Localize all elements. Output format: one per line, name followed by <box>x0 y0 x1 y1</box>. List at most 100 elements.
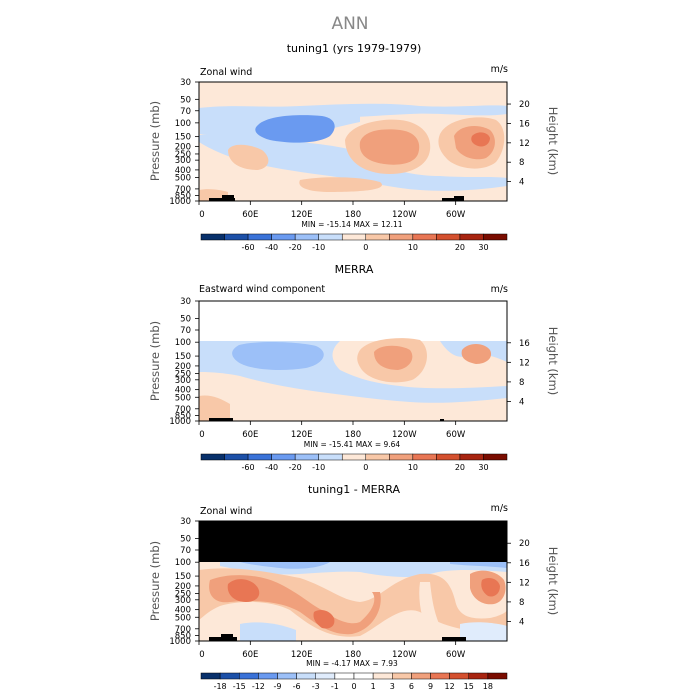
panel-1-pressure-tick-label: 500 <box>175 173 191 183</box>
panel-2-height-tick-label: 4 <box>519 397 524 407</box>
panel-3-colorbar-swatch <box>372 672 393 680</box>
panel-1-colorbar-swatch <box>365 233 390 241</box>
panel-2-lon-tick-label: 60W <box>446 430 466 440</box>
panel-1-pressure-tick-label: 250 <box>175 150 191 160</box>
panel-1-pressure-tick-label: 700 <box>175 185 191 195</box>
panel-1-colorbar-swatch <box>318 233 343 241</box>
panel-1-stats: MIN = -15.14 MAX = 12.11 <box>301 220 402 229</box>
panel-2-colorbar-label: -20 <box>289 463 302 472</box>
panel-1-colorbar-swatch <box>224 233 249 241</box>
panel-2-title: MERRA <box>335 263 374 276</box>
panel-2-colorbar-label: 30 <box>478 463 488 472</box>
panel-1-pressure-tick-label: 1000 <box>169 197 191 207</box>
panel-2-colorbar-swatch <box>483 453 508 461</box>
panel-3-ylabel-left: Pressure (mb) <box>148 541 162 621</box>
panel-2-stats: MIN = -15.41 MAX = 9.64 <box>304 440 401 449</box>
panel-1-lon-tick-label: 120W <box>392 210 417 220</box>
panel-1-pressure-tick-label: 70 <box>180 107 191 117</box>
panel-1-colorbar: -60 -40 -20 -10 0 10 20 30 <box>200 233 508 252</box>
panel-2: MERRA Eastward wind component m/s Pressu… <box>148 263 560 472</box>
panel-3-variable: Zonal wind <box>200 506 252 517</box>
panel-2-colorbar-swatch <box>341 453 367 461</box>
panel-3-units: m/s <box>491 503 508 514</box>
panel-1-colorbar-swatch <box>436 233 461 241</box>
panel-3-pressure-tick-label: 100 <box>175 558 191 568</box>
panel-1-height-tick-label: 16 <box>519 119 530 129</box>
panel-3-colorbar: -18 -15 -12 -9 -6 -3 -1 0 1 3 6 9 12 15 18 <box>200 672 508 691</box>
panel-1-colorbar-swatch <box>459 233 484 241</box>
panel-2-lon-tick-label: 120W <box>392 430 417 440</box>
panel-1-colorbar-swatch <box>341 233 367 241</box>
panel-3-pressure-tick-label: 150 <box>175 572 191 582</box>
panel-1-pressure-tick-label: 300 <box>175 156 191 166</box>
panel-3-colorbar-label: -18 <box>214 682 227 691</box>
panel-3-pressure-tick-label: 70 <box>180 546 191 556</box>
panel-1-pressure-tick-label: 850 <box>175 191 191 201</box>
panel-3-colorbar-label: 6 <box>409 682 414 691</box>
panel-1-pressure-tick-label: 100 <box>175 119 191 129</box>
panel-3-colorbar-label: 12 <box>445 682 455 691</box>
panel-3-lon-tick-label: 60W <box>446 650 466 660</box>
panel-3-height-tick-label: 12 <box>519 578 530 588</box>
panel-3-pressure-tick-label: 200 <box>175 582 191 592</box>
panel-2-height-tick-label: 8 <box>519 378 524 388</box>
panel-2-pressure-tick-label: 50 <box>180 314 191 324</box>
panel-2-colorbar-swatch <box>224 453 249 461</box>
panel-2-pressure-tick-label: 850 <box>175 411 191 421</box>
panel-3-colorbar-swatch <box>239 672 259 680</box>
panel-2-pressure-tick-label: 250 <box>175 370 191 380</box>
panel-1-colorbar-swatch <box>389 233 414 241</box>
panel-1-colorbar-swatch <box>271 233 296 241</box>
panel-2-colorbar-label: -60 <box>242 463 255 472</box>
panel-1-colorbar-swatch <box>294 233 319 241</box>
panel-3-colorbar-swatch <box>334 672 355 680</box>
panel-3-height-tick-label: 4 <box>519 617 524 627</box>
panel-1: tuning1 (yrs 1979-1979) Zonal wind m/s <box>148 42 560 252</box>
panel-1-pressure-tick-label: 400 <box>175 166 191 176</box>
panel-2-colorbar-swatch <box>459 453 484 461</box>
panel-1-colorbar-label: 20 <box>455 243 465 252</box>
panel-3-colorbar-swatch <box>353 672 374 680</box>
panel-2-colorbar-swatch <box>318 453 343 461</box>
panel-1-units: m/s <box>491 64 508 75</box>
panel-3-colorbar-swatch <box>315 672 336 680</box>
panel-3-height-tick-label: 16 <box>519 559 530 569</box>
panel-2-pressure-tick-label: 400 <box>175 386 191 396</box>
panel-2-pressure-tick-label: 500 <box>175 393 191 403</box>
panel-1-colorbar-label: 10 <box>408 243 418 252</box>
panel-1-pressure-tick-label: 30 <box>180 78 191 88</box>
panel-3-pressure-tick-label: 50 <box>180 534 191 544</box>
panel-2-colorbar-swatch <box>365 453 390 461</box>
panel-1-plot-area <box>198 81 508 202</box>
panel-3-pressure-tick-label: 250 <box>175 590 191 600</box>
panel-2-height-tick-label: 12 <box>519 358 530 368</box>
panel-1-lon-tick-label: 60E <box>242 210 258 220</box>
panel-3-colorbar-swatch <box>258 672 278 680</box>
panel-3-lon-tick-label: 60E <box>242 650 258 660</box>
panel-2-units: m/s <box>491 284 508 295</box>
panel-1-colorbar-label: -20 <box>289 243 302 252</box>
panel-3: tuning1 - MERRA Zonal wind m/s <box>148 483 560 691</box>
panel-3-colorbar-label: 3 <box>390 682 395 691</box>
panel-1-colorbar-label: 0 <box>363 243 368 252</box>
panel-3-colorbar-label: -3 <box>312 682 320 691</box>
panel-1-height-tick-label: 12 <box>519 139 530 149</box>
panel-1-lon-tick-label: 0 <box>199 210 204 220</box>
panel-3-colorbar-label: -12 <box>252 682 265 691</box>
panel-3-colorbar-swatch <box>411 672 431 680</box>
panel-3-pressure-tick-label: 1000 <box>169 637 191 647</box>
panel-2-colorbar-swatch <box>200 453 225 461</box>
panel-2-pressure-tick-label: 200 <box>175 362 191 372</box>
panel-1-colorbar-swatch <box>247 233 272 241</box>
panel-1-pressure-tick-label: 150 <box>175 133 191 143</box>
panel-1-variable: Zonal wind <box>200 67 252 78</box>
panel-3-pressure-tick-label: 30 <box>180 517 191 527</box>
panel-3-pressure-tick-label: 500 <box>175 613 191 623</box>
panel-2-plot-area <box>198 300 508 422</box>
panel-1-height-tick-label: 20 <box>519 100 530 110</box>
panel-3-colorbar-label: -15 <box>233 682 246 691</box>
panel-2-height-ticks: 16 12 8 4 <box>507 339 530 407</box>
panel-3-lon-tick-label: 180 <box>345 650 361 660</box>
